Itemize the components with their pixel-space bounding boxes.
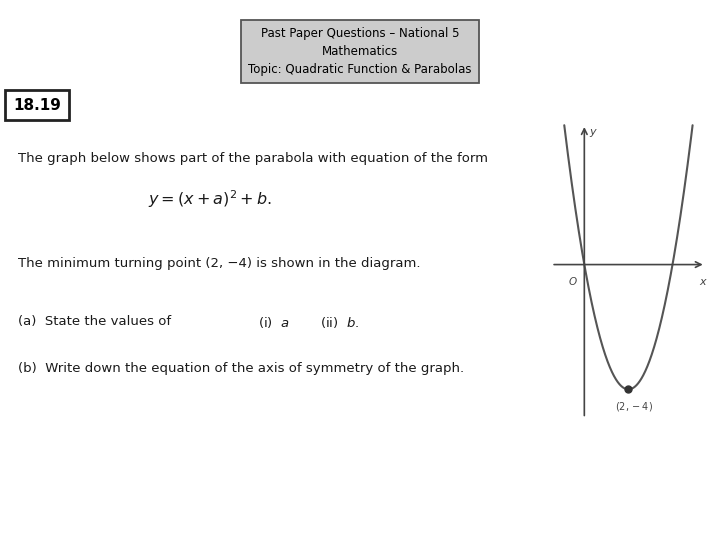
Text: (a)  State the values of: (a) State the values of <box>18 315 171 328</box>
Text: $x$: $x$ <box>699 277 708 287</box>
Text: The minimum turning point (2, −4) is shown in the diagram.: The minimum turning point (2, −4) is sho… <box>18 257 420 270</box>
Text: (ii)  $b$.: (ii) $b$. <box>320 315 359 330</box>
Text: $y = (x+a)^2 + b.$: $y = (x+a)^2 + b.$ <box>148 188 272 210</box>
Text: The graph below shows part of the parabola with equation of the form: The graph below shows part of the parabo… <box>18 152 488 165</box>
Text: $y$: $y$ <box>589 127 598 139</box>
Text: Past Paper Questions – National 5
Mathematics
Topic: Quadratic Function & Parabo: Past Paper Questions – National 5 Mathem… <box>248 27 472 76</box>
Text: $O$: $O$ <box>568 275 577 287</box>
Text: (b)  Write down the equation of the axis of symmetry of the graph.: (b) Write down the equation of the axis … <box>18 362 464 375</box>
Text: 18.19: 18.19 <box>13 98 61 112</box>
Text: $(2, -4)$: $(2, -4)$ <box>615 400 653 413</box>
Text: (i)  $a$: (i) $a$ <box>258 315 289 330</box>
